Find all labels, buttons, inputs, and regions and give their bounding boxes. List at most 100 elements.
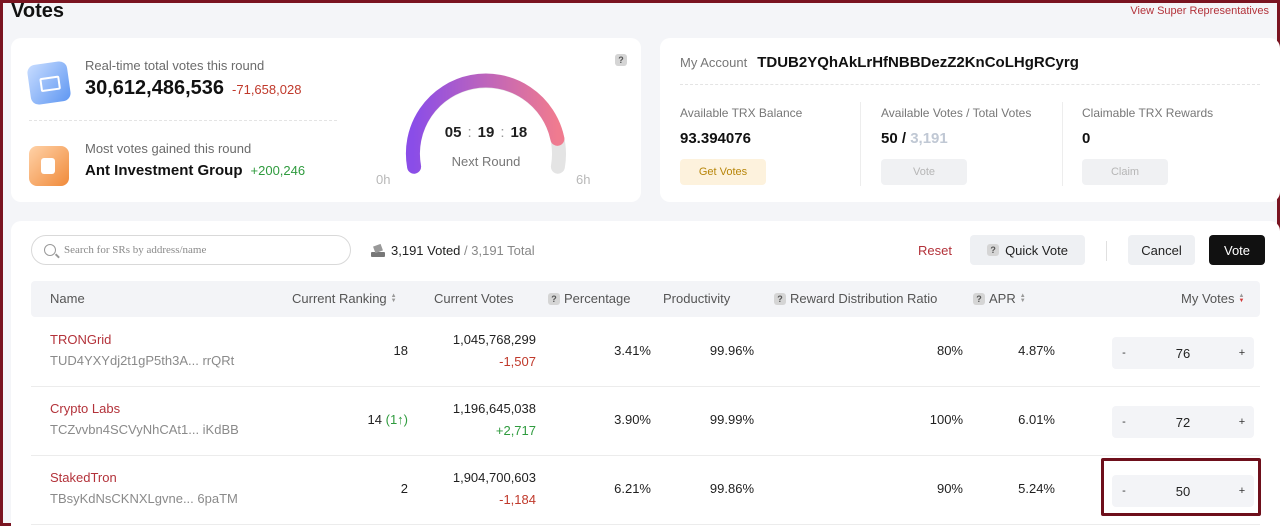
- sr-name-link[interactable]: TRONGrid: [50, 332, 112, 347]
- sr-address: TUD4YXYdj2t1gP5th3A... rrQRt: [50, 353, 235, 368]
- most-gained-delta: +200,246: [250, 163, 306, 178]
- vote-button[interactable]: Vote: [1209, 235, 1265, 265]
- reset-button[interactable]: Reset: [918, 243, 952, 258]
- gauge-arc: [405, 73, 566, 174]
- my-votes-input[interactable]: [1143, 483, 1223, 499]
- reward-ratio-cell: 100%: [929, 412, 963, 427]
- percentage-cell: 6.21%: [614, 481, 651, 496]
- col-votes: Current Votes: [434, 291, 514, 306]
- votes-value: 1,045,768,299: [452, 332, 536, 347]
- rewards-column: Claimable TRX Rewards 0 Claim: [1082, 106, 1213, 185]
- total-votes-delta: -71,658,028: [232, 82, 302, 97]
- votes-delta: -1,507: [499, 354, 536, 369]
- countdown-timer: 05:19:18: [431, 124, 541, 141]
- search-box[interactable]: [31, 235, 351, 265]
- sr-name-link[interactable]: StakedTron: [50, 470, 117, 485]
- my-account-card: My Account TDUB2YQhAkLrHfNBBDezZ2KnCoLHgR…: [660, 38, 1280, 202]
- sort-icon[interactable]: ▲ ▼: [390, 292, 397, 304]
- page-title: Votes: [11, 0, 64, 22]
- my-votes-input[interactable]: [1143, 345, 1223, 361]
- sr-name-link[interactable]: Crypto Labs: [50, 401, 121, 416]
- increment-button[interactable]: +: [1230, 475, 1254, 507]
- account-address: TDUB2YQhAkLrHfNBBDezZ2KnCoLHgRCyrg: [757, 54, 1079, 71]
- col-productivity: Productivity: [663, 291, 731, 306]
- decrement-button[interactable]: -: [1112, 337, 1136, 369]
- col-reward-ratio: ? Reward Distribution Ratio: [774, 291, 937, 306]
- search-input[interactable]: [64, 244, 350, 256]
- decrement-button[interactable]: -: [1112, 406, 1136, 438]
- gauge-min-label: 0h: [376, 172, 391, 187]
- most-gained-label: Most votes gained this round: [85, 141, 252, 156]
- help-icon[interactable]: ?: [548, 292, 560, 305]
- productivity-cell: 99.96%: [709, 343, 754, 358]
- get-votes-button[interactable]: Get Votes: [680, 159, 766, 185]
- total-count: / 3,191 Total: [464, 243, 535, 258]
- col-percentage: ? Percentage: [548, 291, 631, 306]
- help-icon[interactable]: ?: [774, 292, 786, 305]
- quick-vote-button[interactable]: ? Quick Vote: [970, 235, 1085, 265]
- my-votes-input[interactable]: [1143, 414, 1223, 430]
- votes-cell: 1,904,700,603 -1,184: [453, 470, 536, 507]
- help-icon: ?: [987, 244, 1000, 256]
- ranking-value: 2: [400, 481, 408, 496]
- total-votes-label: Real-time total votes this round: [85, 58, 265, 73]
- apr-cell: 4.87%: [1018, 343, 1055, 358]
- votes-cell: 1,045,768,299 -1,507: [453, 332, 536, 369]
- my-votes-stepper: -+: [1112, 406, 1254, 438]
- ranking-value: 14: [367, 412, 382, 427]
- productivity-cell: 99.86%: [709, 481, 754, 496]
- percentage-cell: 3.41%: [614, 343, 651, 358]
- claim-button[interactable]: Claim: [1082, 159, 1168, 185]
- table-row: TRONGrid TUD4YXYdj2t1gP5th3A... rrQRt 18 1,…: [31, 318, 1260, 387]
- voted-summary: 3,191 Voted / 3,191 Total: [371, 243, 535, 258]
- countdown-separator: :: [500, 124, 505, 141]
- votes-value: 1,904,700,603: [452, 470, 536, 485]
- next-round-caption: Next Round: [451, 154, 521, 169]
- available-votes-value: 50 /: [881, 130, 907, 147]
- most-gained-stat: Most votes gained this round Ant Investm…: [29, 141, 305, 186]
- gauge-max-label: 6h: [576, 172, 591, 187]
- votes-value: 1,196,645,038: [452, 401, 536, 416]
- column-separator: [860, 102, 861, 186]
- balance-column: Available TRX Balance 93.394076 Get Vote…: [680, 106, 802, 185]
- search-icon: [44, 244, 56, 256]
- vote-account-button[interactable]: Vote: [881, 159, 967, 185]
- help-icon[interactable]: ?: [973, 292, 985, 305]
- decrement-button[interactable]: -: [1112, 475, 1136, 507]
- balance-value: 93.394076: [680, 130, 751, 147]
- toolbar-separator: [1106, 241, 1107, 261]
- votes-label: Available Votes / Total Votes: [881, 106, 1032, 120]
- increment-button[interactable]: +: [1230, 337, 1254, 369]
- balance-label: Available TRX Balance: [680, 106, 803, 120]
- increment-button[interactable]: +: [1230, 406, 1254, 438]
- table-row: StakedTron TBsyKdNsCKNXLgvne... 6paTM 2 1,9…: [31, 456, 1260, 525]
- sort-icon[interactable]: ▲ ▼: [1019, 292, 1026, 304]
- apr-cell: 6.01%: [1018, 412, 1055, 427]
- sr-table-card: 3,191 Voted / 3,191 Total Reset ? Quick …: [11, 221, 1280, 526]
- stats-divider: [29, 120, 337, 121]
- my-account-label: My Account: [680, 55, 748, 70]
- col-my-votes[interactable]: My Votes ▲ ▼: [1181, 291, 1245, 306]
- cancel-button[interactable]: Cancel: [1128, 235, 1195, 265]
- reward-ratio-cell: 80%: [936, 343, 963, 358]
- sort-icon[interactable]: ▲ ▼: [1238, 292, 1245, 304]
- votes-cell: 1,196,645,038 +2,717: [453, 401, 536, 438]
- table-row: Crypto Labs TCZvvbn4SCVyNhCAt1... iKdBB 14…: [31, 387, 1260, 456]
- sr-address: TCZvvbn4SCVyNhCAt1... iKdBB: [50, 422, 239, 437]
- account-divider: [680, 84, 1260, 85]
- countdown-minutes: 19: [477, 124, 495, 141]
- rank-change: (1↑): [385, 412, 408, 427]
- countdown-separator: :: [467, 124, 472, 141]
- col-ranking[interactable]: Current Ranking ▲ ▼: [292, 291, 397, 306]
- voted-count: 3,191 Voted: [391, 243, 461, 258]
- countdown-seconds: 18: [510, 124, 528, 141]
- percentage-cell: 3.90%: [614, 412, 651, 427]
- reward-ratio-cell: 90%: [936, 481, 963, 496]
- ballot-box-icon: [371, 245, 385, 257]
- col-apr[interactable]: ? APR ▲ ▼: [973, 291, 1026, 306]
- total-votes-value: 3,191: [910, 130, 948, 147]
- view-super-representatives-link[interactable]: View Super Representatives: [1130, 5, 1269, 17]
- total-votes-value: 30,612,486,536: [85, 77, 225, 99]
- quick-vote-label: Quick Vote: [1005, 242, 1068, 258]
- help-icon[interactable]: ?: [615, 54, 627, 66]
